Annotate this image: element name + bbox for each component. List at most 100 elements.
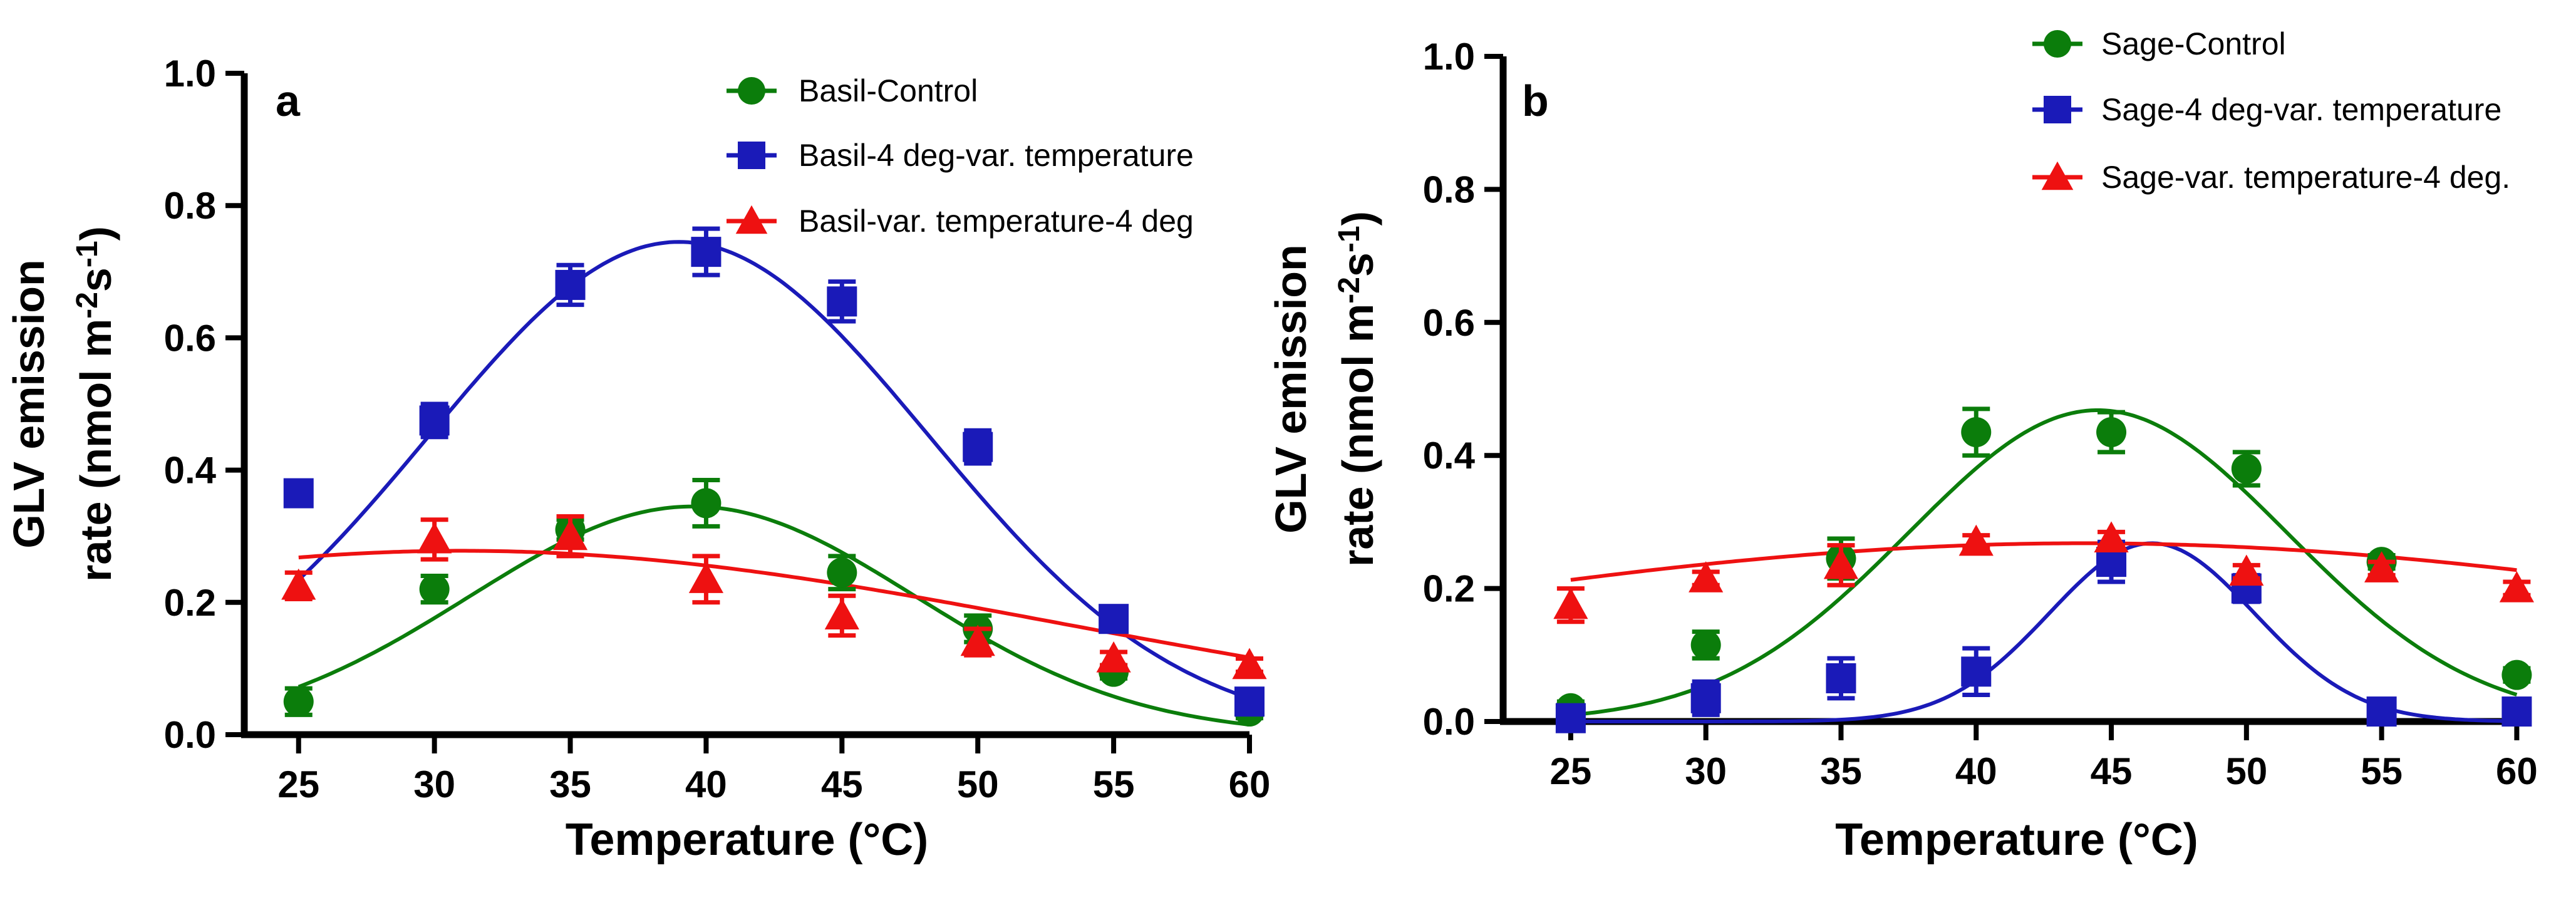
x-tick-label: 40 bbox=[685, 763, 727, 805]
y-tick-label: 0.0 bbox=[1423, 701, 1475, 743]
y-tick-label: 0.0 bbox=[164, 714, 216, 756]
data-point-triangle bbox=[2094, 521, 2129, 553]
y-axis-title-part: ) bbox=[71, 226, 120, 241]
data-point-triangle bbox=[1689, 561, 1724, 592]
y-axis-title-part: -1 bbox=[71, 241, 104, 267]
y-tick-label: 0.2 bbox=[164, 582, 216, 624]
legend-label: Sage-Control bbox=[2101, 26, 2286, 61]
fit-curve-triangle bbox=[1570, 541, 2517, 582]
y-tick-label: 0.4 bbox=[164, 450, 217, 492]
x-tick-label: 60 bbox=[2496, 750, 2538, 792]
x-tick-label: 25 bbox=[1550, 750, 1592, 792]
data-point-square bbox=[1099, 604, 1129, 634]
y-tick-label: 0.8 bbox=[164, 185, 216, 227]
data-point-square bbox=[1961, 656, 1992, 687]
data-point-triangle bbox=[1096, 641, 1131, 673]
x-tick-label: 45 bbox=[821, 763, 863, 805]
y-axis-title-part: -2 bbox=[71, 292, 104, 319]
x-tick-label: 35 bbox=[549, 763, 591, 805]
data-point-triangle bbox=[281, 568, 316, 600]
data-point-triangle bbox=[552, 519, 588, 551]
data-point-triangle bbox=[1958, 524, 1994, 556]
panel-letter: a bbox=[276, 76, 301, 125]
y-tick-label: 0.2 bbox=[1423, 568, 1475, 610]
data-point-square bbox=[419, 405, 450, 436]
y-axis-title-line2: rate (nmol m-2s-1) bbox=[71, 226, 120, 582]
y-axis-title-part: rate (nmol m bbox=[71, 319, 120, 582]
legend-label: Sage-var. temperature-4 deg. bbox=[2101, 160, 2510, 195]
x-tick-label: 45 bbox=[2091, 750, 2133, 792]
y-tick-label: 0.6 bbox=[1423, 302, 1475, 344]
legend-label: Basil-4 deg-var. temperature bbox=[799, 138, 1194, 173]
legend: Basil-Control Basil-4 deg-var. temperatur… bbox=[727, 73, 1194, 239]
data-point-square bbox=[1690, 683, 1721, 713]
fit-curve-circle bbox=[1570, 408, 2518, 717]
data-point-square bbox=[555, 269, 586, 300]
data-point-triangle bbox=[960, 624, 995, 656]
x-axis-title: Temperature (°C) bbox=[566, 815, 929, 865]
y-tick-label: 0.4 bbox=[1423, 435, 1476, 477]
y-tick-label: 0.6 bbox=[164, 317, 216, 359]
data-point-circle bbox=[2096, 417, 2127, 448]
x-tick-label: 30 bbox=[1685, 750, 1727, 792]
panel-b: 0.0 0.2 0.4 0.6 0.8 1.0 25 30 35 40 45 50 55 60 Temper… bbox=[1266, 26, 2538, 865]
data-point-triangle bbox=[1553, 587, 1588, 619]
data-point-square bbox=[1826, 663, 1856, 693]
data-point-triangle bbox=[824, 598, 859, 629]
data-point-square bbox=[1555, 703, 1586, 733]
data-point-triangle bbox=[1232, 648, 1267, 680]
data-point-circle bbox=[283, 686, 314, 717]
data-point-circle bbox=[691, 488, 722, 519]
data-point-triangle bbox=[417, 522, 452, 554]
data-point-circle bbox=[2501, 659, 2532, 690]
x-tick-label: 55 bbox=[1093, 763, 1135, 805]
x-tick-label: 25 bbox=[277, 763, 319, 805]
data-point-triangle bbox=[2229, 554, 2264, 586]
data-point-square bbox=[283, 478, 314, 509]
y-axis-title-line2: rate (nmol m-2s-1) bbox=[1333, 211, 1382, 567]
x-tick-label: 30 bbox=[413, 763, 455, 805]
x-tick-label: 40 bbox=[1955, 750, 1997, 792]
data-point-circle bbox=[2231, 453, 2262, 484]
x-tick-label: 50 bbox=[2225, 750, 2267, 792]
panel-letter: b bbox=[1522, 76, 1549, 125]
y-axis-title-part: -2 bbox=[1333, 277, 1366, 304]
data-point-triangle bbox=[1823, 547, 1859, 579]
x-tick-label: 60 bbox=[1229, 763, 1271, 805]
legend-marker-triangle bbox=[735, 205, 768, 234]
data-point-triangle bbox=[2499, 571, 2535, 603]
y-axis-title-part: -1 bbox=[1333, 225, 1366, 252]
y-axis-title-part: s bbox=[71, 267, 120, 292]
x-axis-title: Temperature (°C) bbox=[1835, 815, 2198, 865]
legend-marker-triangle bbox=[2041, 161, 2074, 190]
legend-label: Basil-Control bbox=[799, 73, 978, 108]
fit-curve-triangle bbox=[298, 549, 1250, 659]
legend-label: Sage-4 deg-var. temperature bbox=[2101, 92, 2501, 127]
legend-marker-square bbox=[738, 142, 765, 169]
data-point-circle bbox=[1961, 417, 1992, 448]
panel-a: 0.0 0.2 0.4 0.6 0.8 1.0 25 30 35 40 45 50 55 60 Temper… bbox=[4, 53, 1270, 865]
fit-curve-square bbox=[297, 240, 1250, 700]
data-point-circle bbox=[827, 557, 857, 588]
legend-marker-circle bbox=[2044, 30, 2071, 58]
data-point-square bbox=[2501, 696, 2532, 727]
legend-marker-circle bbox=[738, 77, 765, 105]
fit-curve-circle bbox=[297, 504, 1250, 727]
y-axis-title-line1: GLV emission bbox=[1266, 244, 1315, 534]
y-tick-label: 0.8 bbox=[1423, 168, 1475, 210]
legend-label: Basil-var. temperature-4 deg bbox=[799, 204, 1194, 239]
data-point-square bbox=[691, 237, 722, 267]
y-tick-label: 1.0 bbox=[1423, 36, 1475, 78]
data-point-square bbox=[827, 286, 857, 317]
fit-curve-square bbox=[1570, 541, 2517, 723]
data-point-square bbox=[1234, 686, 1265, 717]
data-point-circle bbox=[419, 574, 450, 604]
data-point-square bbox=[2366, 696, 2397, 727]
x-tick-label: 35 bbox=[1820, 750, 1862, 792]
y-axis-title-part: rate (nmol m bbox=[1333, 304, 1382, 567]
x-tick-label: 55 bbox=[2361, 750, 2403, 792]
legend: Sage-Control Sage-4 deg-var. temperature S… bbox=[2032, 26, 2510, 195]
x-tick-label: 50 bbox=[957, 763, 999, 805]
y-tick-label: 1.0 bbox=[164, 53, 216, 95]
